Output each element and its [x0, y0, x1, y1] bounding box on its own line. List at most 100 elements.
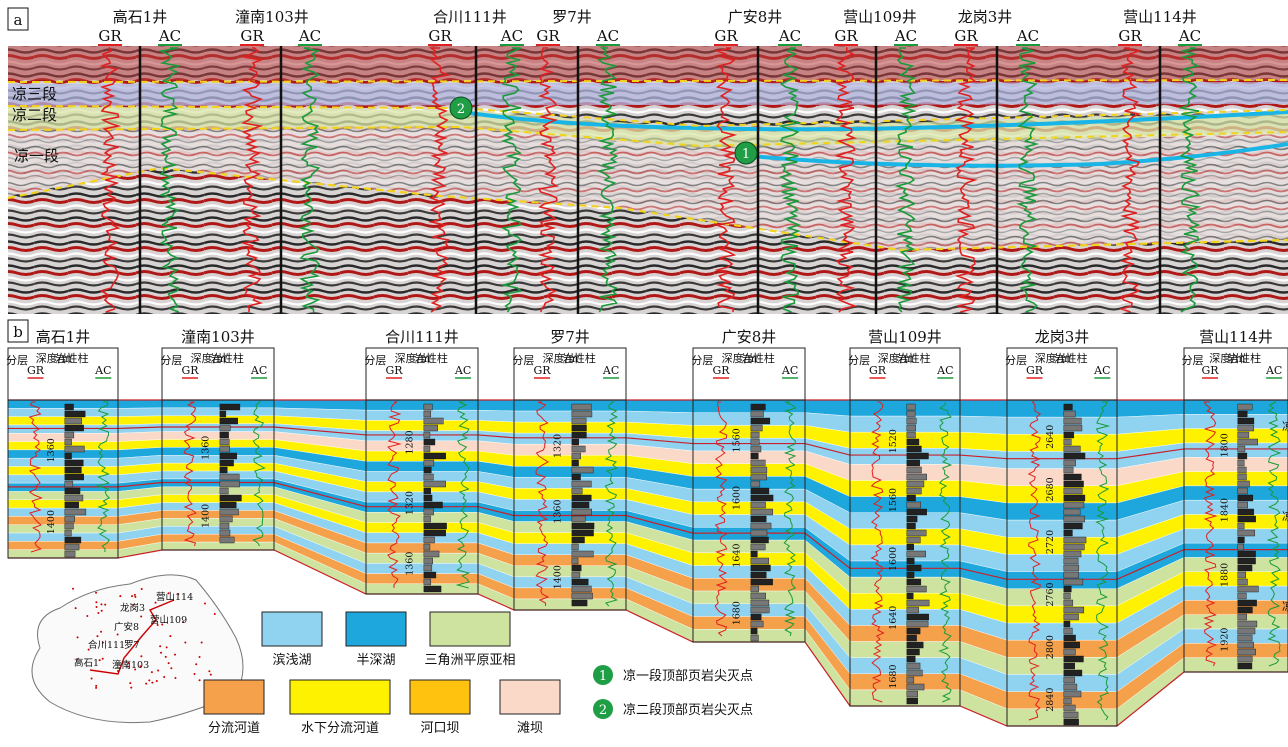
well-name: 罗7井 — [552, 8, 592, 26]
lith-bed — [1063, 424, 1083, 432]
lith-bed — [423, 508, 434, 516]
gr-curve — [714, 401, 728, 637]
map-dot — [86, 615, 89, 618]
lith-bed — [750, 473, 767, 481]
lith-bed — [750, 627, 758, 635]
map-dot — [151, 681, 154, 684]
map-dot — [134, 668, 137, 671]
lith-bed — [906, 536, 921, 544]
depth-label: 1920 — [1219, 628, 1230, 652]
lith-bed — [750, 634, 759, 642]
lith-bed — [1063, 494, 1086, 502]
ac-curve — [252, 401, 266, 547]
lith-bed — [1237, 466, 1247, 474]
lith-bed — [750, 613, 762, 621]
legend-label: 滨浅湖 — [272, 652, 311, 668]
lith-bed — [1237, 557, 1256, 565]
lith-bed — [750, 417, 771, 425]
lith-bed — [423, 410, 432, 418]
col-ac: AC — [1265, 364, 1282, 377]
map-dot — [174, 677, 177, 680]
ac-curve — [500, 47, 523, 313]
lith-bed — [750, 599, 770, 607]
lith-bed — [219, 494, 242, 502]
col-layer: 分层 — [1005, 354, 1027, 367]
col-ac: AC — [454, 364, 471, 377]
lith-bed — [423, 501, 443, 509]
lith-bed — [1063, 487, 1083, 495]
legend-label: 三角洲平原亚相 — [424, 653, 515, 668]
lith-bed — [219, 536, 235, 544]
boundary-line — [8, 481, 1288, 580]
lith-bed — [423, 585, 442, 593]
gr-curve — [1203, 401, 1218, 667]
lith-bed — [64, 501, 79, 509]
marker-2: 2 — [449, 96, 473, 120]
map-dot — [98, 659, 101, 662]
lith-bed — [750, 403, 766, 411]
lith-bed — [1237, 606, 1253, 614]
gr-curve — [834, 47, 858, 313]
map-dot — [156, 624, 159, 627]
lith-bed — [1237, 480, 1250, 488]
map-dot — [116, 633, 119, 636]
lith-bed — [906, 641, 924, 649]
lith-bed — [1063, 662, 1075, 670]
well-name: 营山109井 — [843, 8, 917, 26]
map-dot — [97, 612, 100, 615]
lith-bed — [423, 557, 433, 565]
col-gr: GR — [385, 364, 403, 377]
lith-bed — [1063, 634, 1076, 642]
depth-label: 1600 — [888, 547, 899, 571]
lith-bed — [423, 431, 431, 439]
gr-label: GR — [954, 27, 978, 45]
lith-bed — [1063, 648, 1076, 656]
col-layer: 分层 — [1182, 354, 1204, 367]
lith-bed — [1063, 683, 1078, 691]
map-dot — [167, 662, 170, 665]
lith-bed — [1063, 599, 1074, 607]
well-name: 合川111井 — [385, 328, 459, 346]
lith-bed — [219, 445, 230, 453]
lith-bed — [750, 480, 761, 488]
lith-bed — [906, 606, 919, 614]
depth-label: 1400 — [201, 504, 212, 528]
lith-bed — [750, 522, 772, 530]
lith-bed — [423, 515, 431, 523]
well-frame — [161, 347, 275, 551]
lith-bed — [571, 459, 579, 467]
lith-bed — [1237, 473, 1247, 481]
zone-band-3 — [8, 82, 1288, 106]
zone-label-2: 凉二段 — [12, 106, 57, 124]
lith-bed — [64, 536, 82, 544]
col-gr: GR — [869, 364, 887, 377]
lith-bed — [906, 508, 927, 516]
map-dot — [148, 679, 151, 682]
lith-bed — [571, 466, 594, 474]
map-dot — [95, 591, 98, 594]
lith-bed — [571, 431, 587, 439]
ac-curve — [597, 47, 619, 313]
lith-bed — [1237, 571, 1247, 579]
map-dot — [174, 653, 177, 656]
lith-bed — [750, 501, 766, 509]
lith-bed — [750, 550, 758, 558]
lith-bed — [1237, 648, 1256, 656]
basin-outline — [31, 574, 244, 724]
ac-curve — [455, 401, 471, 589]
col-ac: AC — [602, 364, 619, 377]
lith-bed — [906, 445, 922, 453]
ac-label: AC — [894, 27, 917, 45]
lith-bed — [906, 557, 915, 565]
ac-curve — [1016, 47, 1040, 313]
lith-bed — [1063, 410, 1076, 418]
lith-bed — [1063, 711, 1079, 719]
map-dot — [87, 648, 90, 651]
boundary-line — [8, 426, 1288, 460]
well-name: 高石1井 — [36, 328, 91, 346]
col-lith: 岩性柱 — [415, 351, 448, 365]
zone-label-3: 凉三段 — [12, 85, 57, 103]
